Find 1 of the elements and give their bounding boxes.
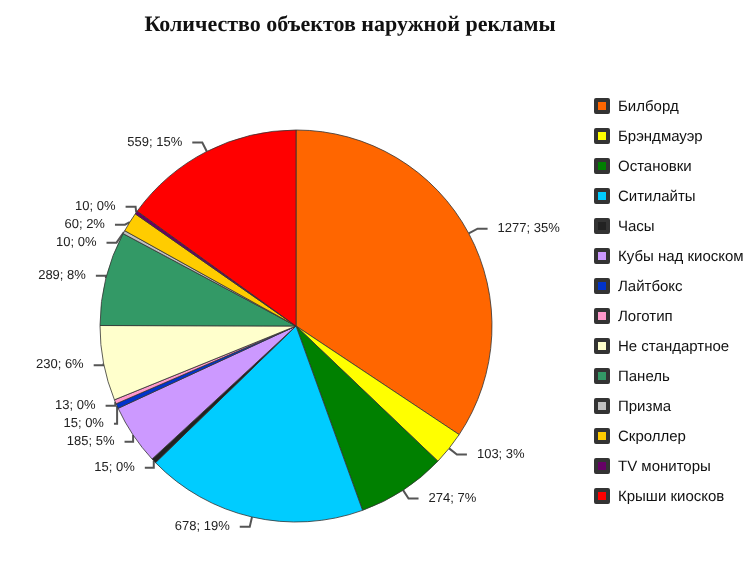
chart-title: Количество объектов наружной рекламы (144, 13, 557, 37)
